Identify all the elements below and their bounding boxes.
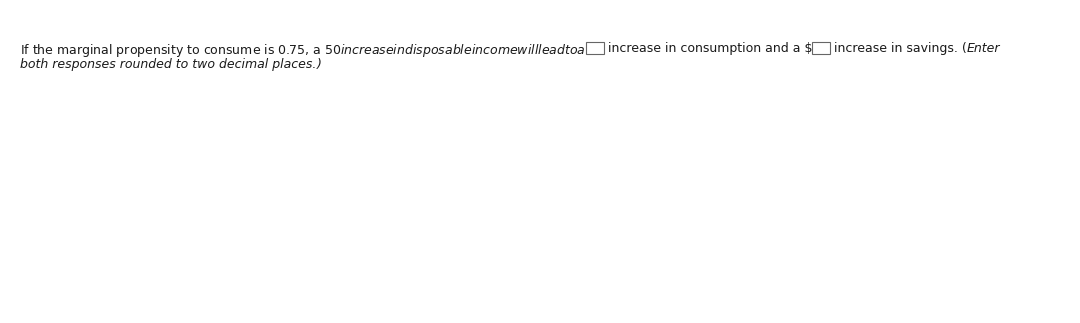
Text: Enter: Enter [967,42,1000,55]
Text: both responses rounded to two decimal places.: both responses rounded to two decimal pl… [21,58,316,71]
Text: increase in savings. (: increase in savings. ( [831,42,967,55]
Bar [812,42,831,54]
Bar [585,42,604,54]
Text: ): ) [316,58,321,71]
Text: increase in consumption and a $: increase in consumption and a $ [604,42,812,55]
Text: If the marginal propensity to consume is 0.75, a $50 increase in disposable inco: If the marginal propensity to consume is… [21,42,585,59]
